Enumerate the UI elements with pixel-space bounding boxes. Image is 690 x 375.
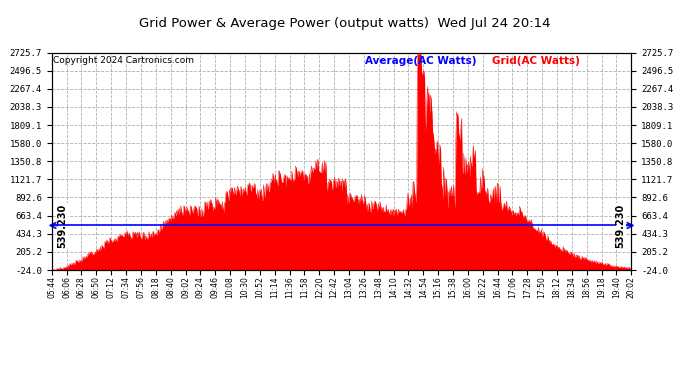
Text: Copyright 2024 Cartronics.com: Copyright 2024 Cartronics.com	[53, 56, 194, 65]
Text: 539.230: 539.230	[615, 203, 626, 248]
Text: Grid(AC Watts): Grid(AC Watts)	[492, 56, 580, 66]
Text: 539.230: 539.230	[57, 203, 68, 248]
Text: Grid Power & Average Power (output watts)  Wed Jul 24 20:14: Grid Power & Average Power (output watts…	[139, 17, 551, 30]
Text: Average(AC Watts): Average(AC Watts)	[365, 56, 476, 66]
